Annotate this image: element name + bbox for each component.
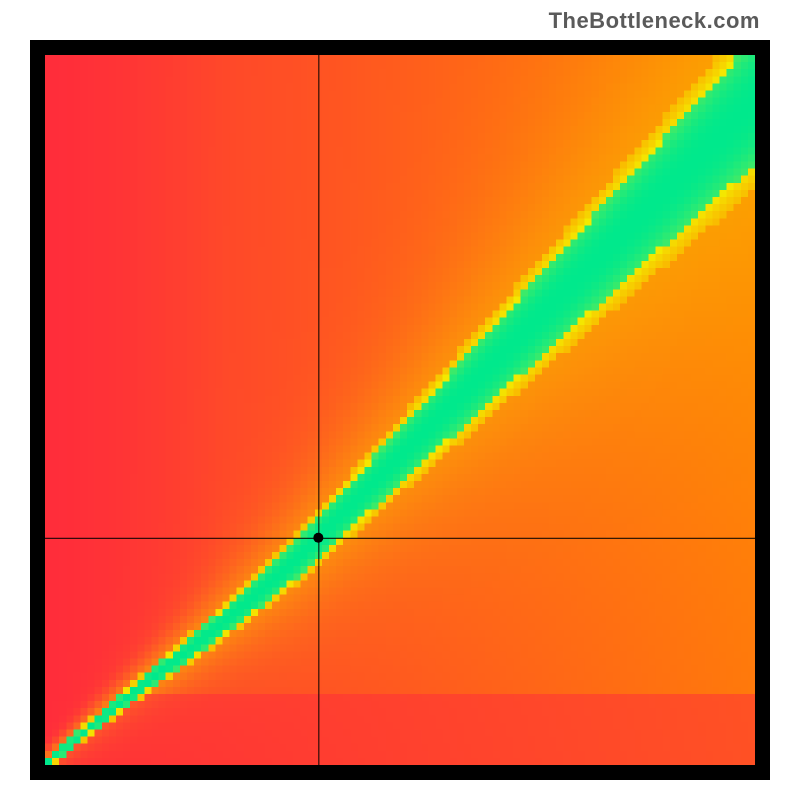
chart-container: TheBottleneck.com: [0, 0, 800, 800]
attribution-text: TheBottleneck.com: [549, 8, 760, 34]
crosshair-overlay: [45, 55, 755, 765]
chart-canvas-wrap: [45, 55, 755, 765]
